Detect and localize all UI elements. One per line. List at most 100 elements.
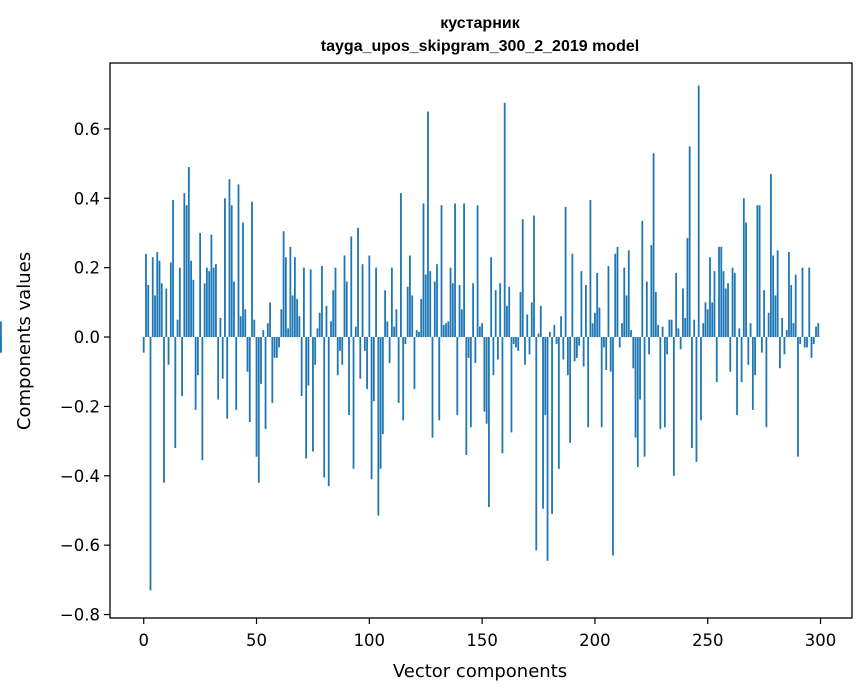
- bar-undefined: [0, 321, 2, 338]
- bar-134: [445, 323, 447, 338]
- bar-293: [803, 337, 806, 348]
- bar-215: [627, 250, 630, 338]
- bar-197: [587, 337, 590, 428]
- bar-142: [463, 203, 465, 338]
- bar-7: [158, 260, 161, 338]
- bar-4: [151, 257, 154, 338]
- bar-156: [494, 290, 497, 338]
- bar-183: [555, 337, 558, 344]
- bar-58: [273, 337, 276, 358]
- bar-131: [438, 337, 441, 421]
- bar-8: [160, 283, 163, 338]
- bar-128: [431, 337, 434, 438]
- bar-23: [194, 337, 197, 410]
- bar-284: [783, 337, 786, 355]
- bar-148: [476, 205, 479, 338]
- bar-82: [327, 337, 330, 487]
- bar-104: [377, 337, 380, 516]
- bar-295: [808, 267, 811, 338]
- bar-64: [287, 328, 290, 338]
- bar-174: [535, 337, 538, 551]
- bar-27: [203, 283, 206, 338]
- bar-149: [478, 326, 481, 338]
- bar-145: [469, 337, 472, 428]
- bar-78: [318, 312, 321, 338]
- bar-287: [790, 285, 793, 338]
- bar-191: [573, 337, 576, 362]
- bar-127: [429, 271, 432, 338]
- bar-170: [526, 314, 529, 338]
- bar-48: [251, 201, 253, 338]
- bar-41: [235, 337, 238, 410]
- chart-title: кустарник: [440, 15, 520, 32]
- bar-167: [519, 291, 522, 338]
- bar-51: [257, 337, 260, 483]
- bar-32: [215, 264, 217, 338]
- bar-63: [284, 257, 287, 338]
- bar-192: [575, 337, 578, 358]
- bar-133: [442, 324, 445, 338]
- bar-108: [386, 321, 389, 338]
- bar-123: [420, 298, 423, 338]
- bar-38: [228, 179, 231, 338]
- bar-103: [375, 267, 377, 338]
- bar-251: [709, 257, 711, 338]
- x-tick-label: 200: [579, 631, 611, 650]
- bar-230: [661, 326, 664, 338]
- bar-288: [792, 323, 795, 338]
- bar-42: [237, 184, 240, 338]
- bar-235: [672, 337, 675, 476]
- bar-154: [490, 257, 493, 338]
- bar-120: [413, 337, 416, 390]
- bar-30: [210, 234, 213, 338]
- bar-158: [499, 283, 502, 338]
- bar-286: [788, 252, 790, 338]
- bar-216: [630, 330, 632, 338]
- bar-100: [368, 255, 371, 338]
- bar-229: [659, 337, 662, 429]
- bar-95: [357, 227, 359, 338]
- bar-207: [609, 337, 612, 372]
- bar-112: [395, 309, 398, 338]
- y-tick-label: 0.4: [74, 189, 100, 208]
- bar-163: [510, 337, 513, 433]
- bar-233: [668, 319, 671, 338]
- bar-37: [226, 337, 229, 419]
- bar-159: [501, 337, 504, 454]
- bar-227: [654, 291, 657, 338]
- bar-49: [253, 319, 256, 338]
- bar-147: [474, 337, 477, 364]
- bar-109: [388, 337, 391, 364]
- bar-113: [397, 337, 400, 403]
- bar-137: [451, 283, 454, 338]
- bar-237: [677, 328, 680, 338]
- bar-70: [300, 337, 303, 396]
- bar-36: [224, 198, 226, 338]
- bar-297: [812, 337, 815, 344]
- bar-198: [589, 200, 592, 338]
- x-tick-label: 250: [692, 631, 724, 650]
- bar-69: [298, 316, 301, 338]
- bar-249: [704, 302, 707, 338]
- bar-218: [634, 337, 637, 438]
- bar-99: [366, 337, 368, 390]
- bar-257: [722, 271, 725, 338]
- bar-102: [372, 337, 375, 402]
- y-axis-label: Components values: [14, 252, 35, 430]
- y-tick-label: 0.6: [74, 120, 100, 139]
- bar-55: [266, 323, 269, 338]
- bar-124: [422, 203, 425, 338]
- bar-12: [169, 262, 172, 338]
- bar-135: [447, 321, 450, 338]
- bar-129: [433, 281, 436, 338]
- bar-28: [205, 267, 208, 338]
- bar-239: [682, 288, 684, 338]
- bar-125: [424, 274, 427, 338]
- bar-271: [754, 337, 756, 376]
- bar-72: [305, 337, 308, 459]
- bar-177: [542, 337, 544, 509]
- bar-83: [330, 321, 332, 338]
- bar-187: [564, 206, 567, 338]
- bar-79: [321, 265, 323, 338]
